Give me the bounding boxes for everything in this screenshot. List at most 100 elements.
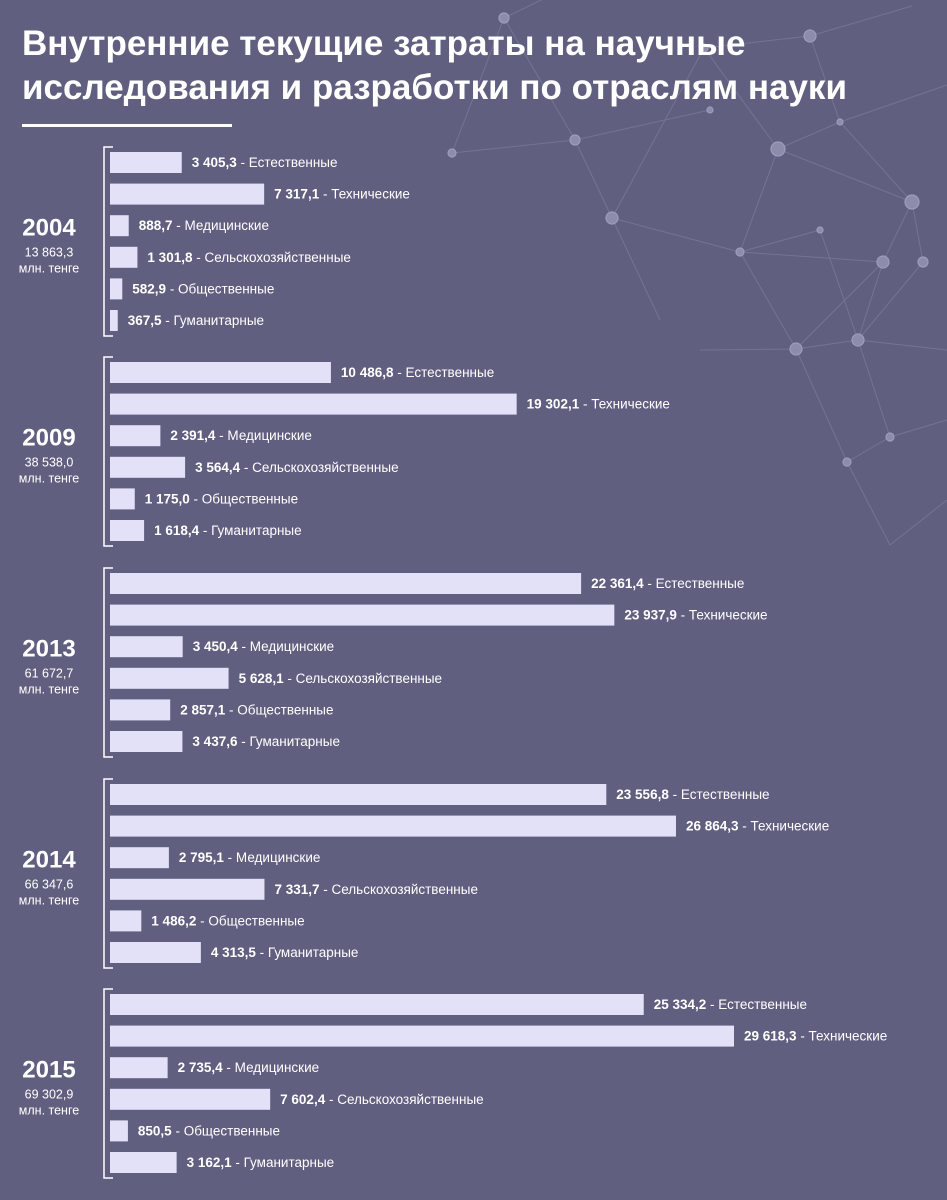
group-bracket (103, 778, 113, 969)
bar-value-label: 1 486,2 (151, 913, 196, 928)
bar-category-label: - Гуманитарные (256, 945, 359, 960)
bar-2013-2 (110, 636, 183, 658)
bar-category-label: - Медицинские (223, 1060, 319, 1075)
bar-category-label: - Медицинские (224, 850, 320, 865)
year-total-unit: млн. тенге (19, 894, 79, 908)
group-bracket (103, 146, 113, 337)
bar-label: 2 795,1 - Медицинские (179, 850, 321, 865)
bar-label: 10 486,8 - Естественные (341, 365, 494, 380)
bar-category-label: - Медицинские (215, 428, 311, 443)
bar-category-label: - Естественные (237, 155, 338, 170)
bar-2004-5 (110, 310, 118, 331)
bar-value-label: 3 564,4 (195, 460, 241, 475)
bar-value-label: 4 313,5 (211, 945, 257, 960)
bar-value-label: 3 450,4 (193, 639, 239, 654)
bar-label: 4 313,5 - Гуманитарные (211, 945, 359, 960)
bar-label: 23 937,9 - Технические (624, 608, 767, 623)
bar-value-label: 2 735,4 (178, 1060, 224, 1075)
bar-category-label: - Гуманитарные (199, 523, 302, 538)
bar-category-label: - Естественные (644, 576, 745, 591)
bar-label: 5 628,1 - Сельскохозяйственные (239, 671, 443, 686)
bar-2015-4 (110, 1120, 128, 1142)
bar-value-label: 19 302,1 (527, 397, 580, 412)
bar-2013-0 (110, 573, 582, 594)
year-label: 2004 (22, 215, 76, 242)
year-total-unit: млн. тенге (19, 262, 79, 276)
bar-value-label: 25 334,2 (654, 997, 707, 1012)
bar-label: 7 317,1 - Технические (274, 187, 410, 202)
bar-2009-2 (110, 425, 161, 447)
bar-2009-1 (110, 393, 517, 415)
bar-category-label: - Технические (797, 1029, 888, 1044)
bar-label: 2 857,1 - Общественные (180, 702, 333, 717)
year-total-value: 13 863,3 (25, 246, 74, 260)
bar-category-label: - Сельскохозяйственные (284, 671, 442, 686)
bar-2013-5 (110, 731, 183, 752)
bar-2004-0 (110, 152, 182, 173)
bar-label: 582,9 - Общественные (132, 281, 274, 296)
bar-label: 888,7 - Медицинские (139, 218, 269, 233)
bar-category-label: - Сельскохозяйственные (325, 1092, 483, 1107)
group-bracket (103, 567, 113, 758)
year-total-value: 38 538,0 (25, 456, 74, 470)
year-label: 2015 (22, 1057, 75, 1084)
bar-2015-3 (110, 1088, 271, 1110)
bar-label: 2 735,4 - Медицинские (178, 1060, 320, 1075)
bar-label: 22 361,4 - Естественные (591, 576, 744, 591)
bar-label: 1 301,8 - Сельскохозяйственные (147, 250, 351, 265)
bar-category-label: - Медицинские (238, 639, 334, 654)
bar-2015-5 (110, 1152, 177, 1173)
bar-value-label: 582,9 (132, 281, 166, 296)
bar-2013-3 (110, 667, 229, 689)
bar-label: 25 334,2 - Естественные (654, 997, 807, 1012)
bar-label: 3 564,4 - Сельскохозяйственные (195, 460, 399, 475)
bar-label: 1 486,2 - Общественные (151, 913, 304, 928)
bar-2004-3 (110, 246, 138, 268)
bar-2004-1 (110, 183, 265, 205)
bar-value-label: 29 618,3 (744, 1029, 797, 1044)
bar-value-label: 10 486,8 (341, 365, 394, 380)
bar-category-label: - Общественные (166, 281, 274, 296)
bar-2009-5 (110, 520, 145, 541)
bar-value-label: 888,7 (139, 218, 173, 233)
bar-category-label: - Сельскохозяйственные (320, 882, 478, 897)
bar-label: 19 302,1 - Технические (527, 397, 670, 412)
year-group-2013: 2013 61 672,7 млн. тенге 22 361,4 - Естеств… (19, 567, 768, 758)
bar-value-label: 23 937,9 (624, 608, 677, 623)
bar-label: 7 331,7 - Сельскохозяйственные (274, 882, 478, 897)
bar-2013-1 (110, 604, 615, 626)
bar-category-label: - Общественные (225, 702, 333, 717)
bar-2004-4 (110, 278, 123, 300)
year-group-2014: 2014 66 347,6 млн. тенге 23 556,8 - Естеств… (19, 778, 830, 969)
bar-value-label: 22 361,4 (591, 576, 644, 591)
bar-2015-1 (110, 1025, 734, 1047)
bar-value-label: 7 602,4 (280, 1092, 326, 1107)
bar-category-label: - Технические (739, 819, 830, 834)
bar-category-label: - Технические (579, 397, 670, 412)
bar-value-label: 2 391,4 (170, 428, 216, 443)
bar-value-label: 3 437,6 (192, 734, 238, 749)
bar-category-label: - Общественные (190, 491, 298, 506)
bar-label: 3 437,6 - Гуманитарные (192, 734, 340, 749)
bar-2014-5 (110, 942, 201, 963)
bar-label: 3 450,4 - Медицинские (193, 639, 335, 654)
bar-2015-2 (110, 1057, 168, 1079)
bar-category-label: - Технические (677, 608, 768, 623)
year-total-unit: млн. тенге (19, 472, 79, 486)
bar-category-label: - Гуманитарные (162, 313, 265, 328)
chart-title: Внутренние текущие затраты на научные ис… (22, 24, 847, 107)
group-bracket (103, 988, 113, 1179)
bar-value-label: 1 301,8 (147, 250, 193, 265)
year-total-value: 61 672,7 (25, 667, 74, 681)
bar-category-label: - Сельскохозяйственные (240, 460, 398, 475)
bar-value-label: 26 864,3 (686, 819, 739, 834)
bar-value-label: 2 795,1 (179, 850, 225, 865)
bar-value-label: 23 556,8 (616, 787, 669, 802)
bar-label: 7 602,4 - Сельскохозяйственные (280, 1092, 484, 1107)
bar-category-label: - Общественные (196, 913, 304, 928)
bar-label: 3 405,3 - Естественные (192, 155, 338, 170)
bar-category-label: - Гуманитарные (237, 734, 340, 749)
bar-label: 1 175,0 - Общественные (145, 491, 298, 506)
year-label: 2014 (22, 847, 76, 874)
